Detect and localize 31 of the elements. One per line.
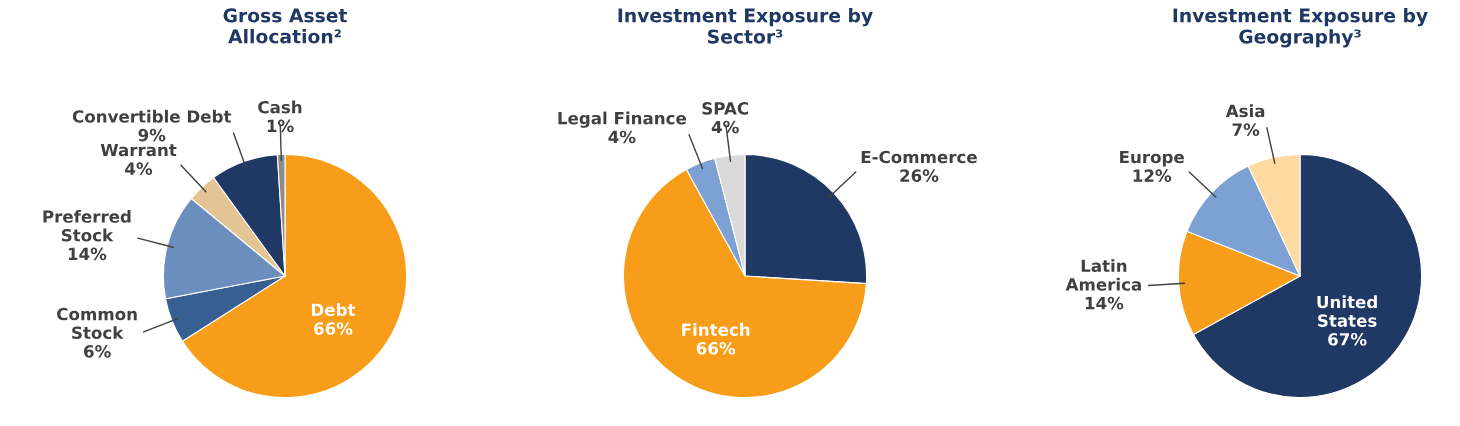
slice-label: Warrant <box>100 143 177 157</box>
slice-label: SPAC <box>702 102 749 115</box>
chart-title: Gross Asset Allocation² <box>223 8 348 44</box>
data-label: 67% <box>1328 332 1367 346</box>
slice-label: Legal Finance <box>558 111 686 128</box>
data-label: 14% <box>68 247 107 261</box>
slice-label: Common Stock <box>57 307 137 340</box>
data-label: 4% <box>608 130 636 144</box>
slice-label: E-Commerce <box>861 150 977 164</box>
slice-label: Latin America <box>1065 259 1141 291</box>
data-label: 12% <box>1133 169 1172 182</box>
chart-title: Investment Exposure by Geography³ <box>1173 8 1428 48</box>
slice-label: Convertible Debt <box>72 109 232 123</box>
chart-title: Investment Exposure by Sector³ <box>618 8 873 44</box>
data-label: 9% <box>138 128 166 142</box>
data-label: 4% <box>711 120 739 134</box>
slice-label: Asia <box>1225 104 1265 118</box>
slice-label: United States <box>1317 295 1377 327</box>
data-label: 7% <box>1232 123 1260 136</box>
slice-label: Europe <box>1120 150 1184 167</box>
data-label: 66% <box>696 342 736 355</box>
slice-label: Debt <box>311 303 356 317</box>
slice-label: Preferred Stock <box>43 209 131 242</box>
data-label: 6% <box>84 345 111 358</box>
data-label: 66% <box>314 322 353 335</box>
data-label: 4% <box>125 162 153 175</box>
data-label: 26% <box>900 169 939 182</box>
data-label: 14% <box>1085 296 1124 310</box>
slice-label: Fintech <box>682 323 750 336</box>
data-label: 1% <box>267 119 294 133</box>
slice-label: Cash <box>258 100 302 114</box>
